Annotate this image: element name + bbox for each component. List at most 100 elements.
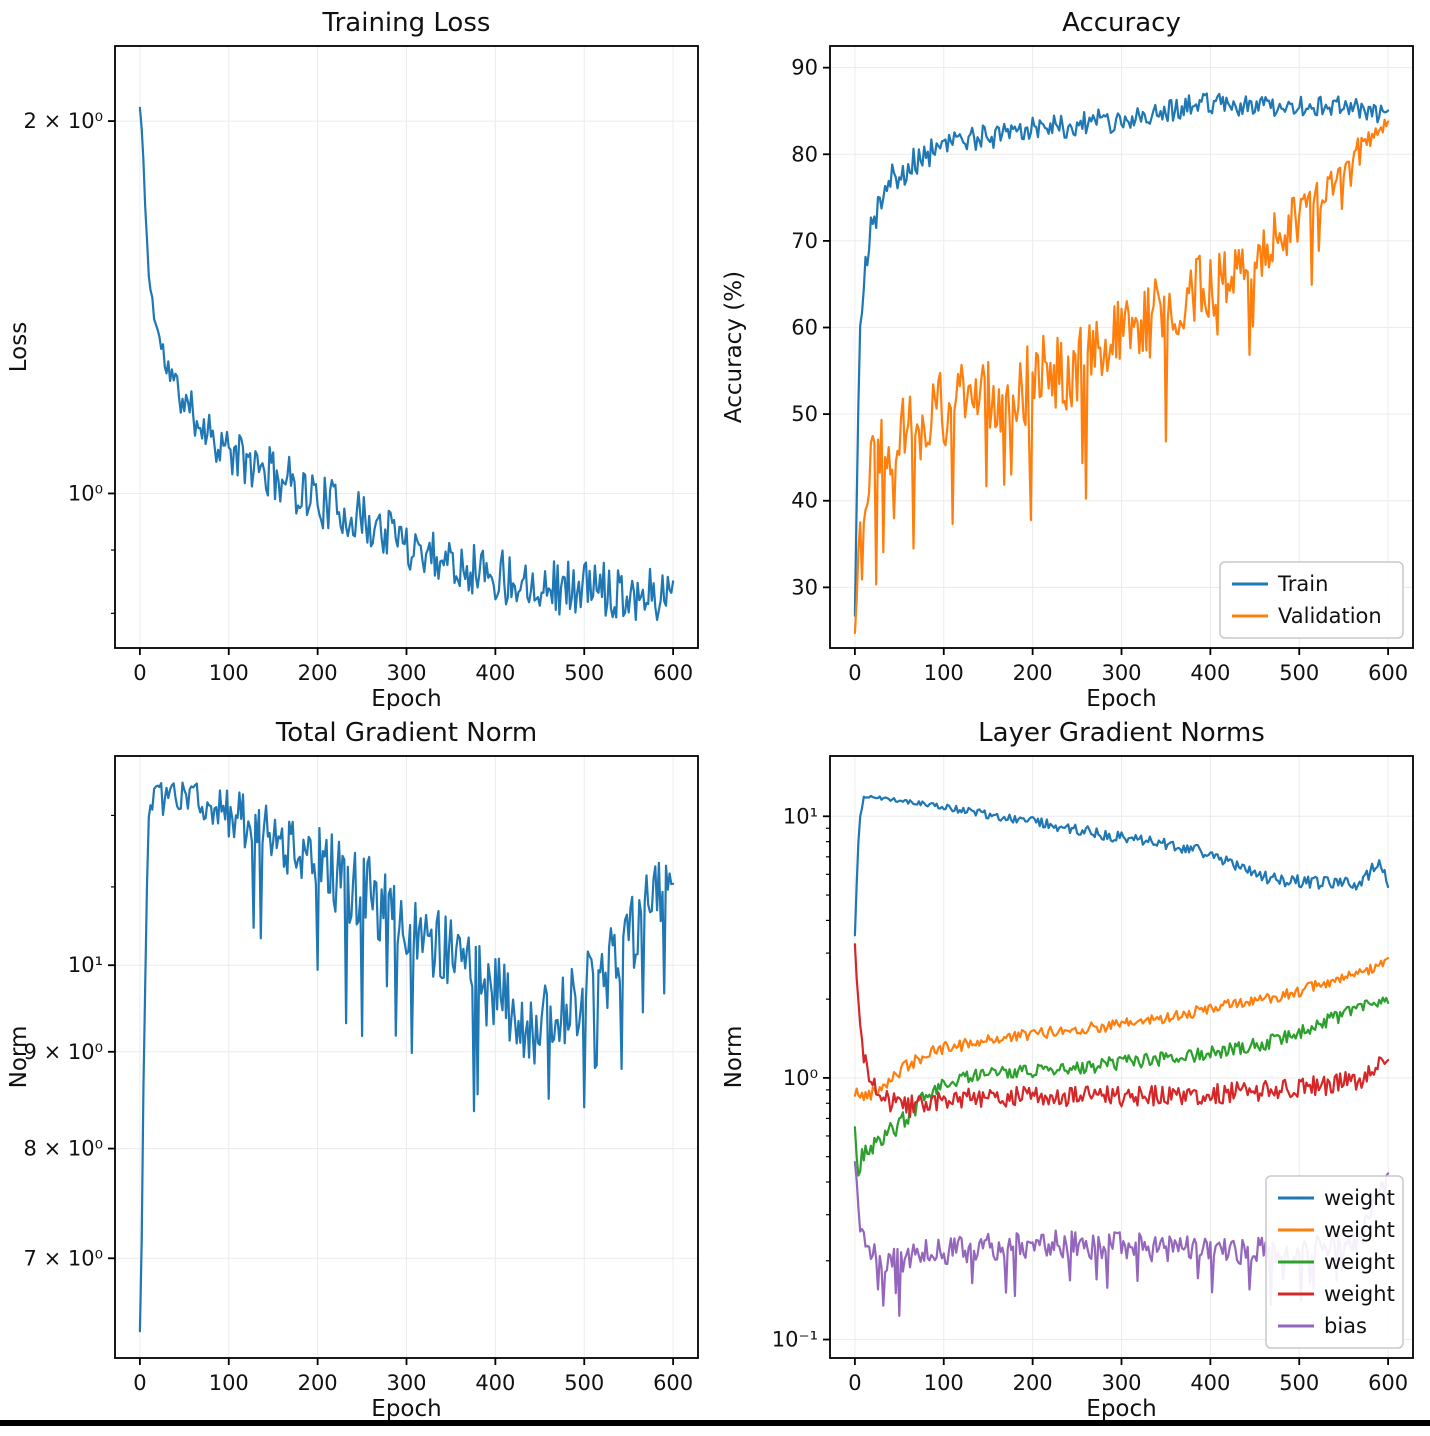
x-tick-label: 300 <box>386 1371 426 1395</box>
training-loss-grid <box>115 46 698 648</box>
x-tick-label: 100 <box>924 661 964 685</box>
legend-label: bias <box>1324 1314 1367 1338</box>
y-tick-label: 10⁻¹ <box>772 1328 818 1352</box>
layer-gradient-norms-legend: weight weight weight weight bias <box>1265 1175 1404 1349</box>
layer-gradient-norms-x-axis: 0 100 200 300 400 500 600 <box>848 1358 1408 1395</box>
legend-label: weight <box>1324 1250 1395 1274</box>
y-tick-label: 30 <box>791 575 818 599</box>
training-loss-xlabel: Epoch <box>371 686 441 710</box>
legend-label: weight <box>1324 1186 1395 1210</box>
training-loss-title: Training Loss <box>322 8 491 38</box>
total-gradient-norm-series-group <box>138 781 675 1333</box>
x-tick-label: 500 <box>564 661 604 685</box>
legend-box <box>1265 1175 1404 1349</box>
x-tick-label: 100 <box>924 1371 964 1395</box>
x-tick-label: 300 <box>386 661 426 685</box>
x-tick-label: 0 <box>133 1371 146 1395</box>
legend-label: Train <box>1277 572 1328 596</box>
x-tick-label: 400 <box>475 1371 515 1395</box>
x-tick-label: 0 <box>848 661 861 685</box>
total-gradient-norm-title: Total Gradient Norm <box>275 718 537 748</box>
total-gradient-norm-xlabel: Epoch <box>371 1396 441 1420</box>
x-tick-label: 200 <box>1013 661 1053 685</box>
layer-gradient-norms-line-weight-4 <box>853 943 1390 1119</box>
x-tick-label: 600 <box>653 1371 693 1395</box>
accuracy-ylabel: Accuracy (%) <box>721 271 747 423</box>
y-tick-label: 8 × 10⁰ <box>24 1137 103 1161</box>
x-tick-label: 500 <box>1279 1371 1319 1395</box>
chart-layer-gradient-norms: 0 100 200 300 400 500 600 10⁻¹ 10⁰ 10¹ Layer Gradi… <box>715 710 1430 1420</box>
x-tick-label: 400 <box>1190 1371 1230 1395</box>
layer-gradient-norms-line-weight-2 <box>853 957 1390 1102</box>
x-tick-label: 500 <box>564 1371 604 1395</box>
legend-box <box>1219 561 1404 639</box>
x-tick-label: 200 <box>298 1371 338 1395</box>
accuracy-plot: 0 100 200 300 400 500 600 30 40 50 60 70 80 90 Accurac… <box>715 0 1430 710</box>
accuracy-x-axis: 0 100 200 300 400 500 600 <box>848 648 1408 685</box>
accuracy-line-train <box>853 92 1390 617</box>
x-tick-label: 200 <box>298 661 338 685</box>
layer-gradient-norms-xlabel: Epoch <box>1086 1396 1156 1420</box>
accuracy-legend: Train Validation <box>1219 561 1404 639</box>
total-gradient-norm-y-axis: 7 × 10⁰ 8 × 10⁰ 9 × 10⁰ 10¹ <box>24 814 115 1270</box>
y-tick-label: 50 <box>791 402 818 426</box>
legend-label: weight <box>1324 1282 1395 1306</box>
total-gradient-norm-x-axis: 0 100 200 300 400 500 600 <box>133 1358 693 1395</box>
x-tick-label: 100 <box>209 1371 249 1395</box>
chart-training-loss: 0 100 200 300 400 500 600 10⁰ 2 × 10⁰ Training Lo… <box>0 0 715 710</box>
bottom-separator <box>0 1420 1430 1426</box>
total-gradient-norm-ylabel: Norm <box>6 1026 32 1089</box>
accuracy-xlabel: Epoch <box>1086 686 1156 710</box>
legend-label: Validation <box>1278 604 1382 628</box>
accuracy-line-validation <box>853 118 1390 635</box>
x-tick-label: 400 <box>475 661 515 685</box>
x-tick-label: 600 <box>1368 1371 1408 1395</box>
total-gradient-norm-grid <box>115 756 698 1358</box>
accuracy-y-axis: 30 40 50 60 70 80 90 <box>791 56 830 599</box>
y-tick-label: 70 <box>791 229 818 253</box>
x-tick-label: 500 <box>1279 661 1319 685</box>
legend-label: weight <box>1324 1218 1395 1242</box>
training-loss-series-group <box>138 106 675 622</box>
training-loss-line-loss <box>138 106 675 622</box>
y-tick-label: 60 <box>791 316 818 340</box>
accuracy-series-group <box>853 92 1390 635</box>
layer-gradient-norms-series-group <box>853 794 1390 1317</box>
y-tick-label: 80 <box>791 142 818 166</box>
y-tick-label: 10⁰ <box>783 1066 818 1090</box>
bottom-margin <box>0 1426 1430 1436</box>
y-tick-label: 9 × 10⁰ <box>24 1040 103 1064</box>
x-tick-label: 0 <box>133 661 146 685</box>
y-tick-label: 10⁰ <box>68 481 103 505</box>
x-tick-label: 400 <box>1190 661 1230 685</box>
layer-gradient-norms-y-axis: 10⁻¹ 10⁰ 10¹ <box>772 804 830 1352</box>
training-loss-x-axis: 0 100 200 300 400 500 600 <box>133 648 693 685</box>
accuracy-title: Accuracy <box>1062 8 1181 38</box>
y-tick-label: 90 <box>791 56 818 80</box>
y-tick-label: 10¹ <box>68 953 103 977</box>
layer-gradient-norms-plot: 0 100 200 300 400 500 600 10⁻¹ 10⁰ 10¹ Layer Gradi… <box>715 710 1430 1420</box>
training-loss-ylabel: Loss <box>6 322 32 372</box>
accuracy-grid <box>830 46 1413 648</box>
x-tick-label: 300 <box>1101 661 1141 685</box>
layer-gradient-norms-line-weight-3 <box>853 996 1390 1177</box>
x-tick-label: 300 <box>1101 1371 1141 1395</box>
y-tick-label: 40 <box>791 489 818 513</box>
x-tick-label: 600 <box>1368 661 1408 685</box>
total-gradient-norm-line-total-norm <box>138 781 675 1333</box>
x-tick-label: 100 <box>209 661 249 685</box>
layer-gradient-norms-line-weight-1 <box>853 794 1390 937</box>
y-tick-label: 10¹ <box>783 804 818 828</box>
y-tick-label: 2 × 10⁰ <box>24 109 103 133</box>
y-tick-label: 7 × 10⁰ <box>24 1246 103 1270</box>
chart-accuracy: 0 100 200 300 400 500 600 30 40 50 60 70 80 90 Accurac… <box>715 0 1430 710</box>
training-loss-y-axis: 10⁰ 2 × 10⁰ <box>24 109 115 614</box>
chart-total-gradient-norm: 0 100 200 300 400 500 600 7 × 10⁰ 8 × 10⁰ 9 × 10⁰… <box>0 710 715 1420</box>
x-tick-label: 600 <box>653 661 693 685</box>
layer-gradient-norms-ylabel: Norm <box>721 1026 747 1089</box>
layer-gradient-norms-title: Layer Gradient Norms <box>978 718 1265 748</box>
training-loss-plot: 0 100 200 300 400 500 600 10⁰ 2 × 10⁰ Training Lo… <box>0 0 715 710</box>
x-tick-label: 0 <box>848 1371 861 1395</box>
